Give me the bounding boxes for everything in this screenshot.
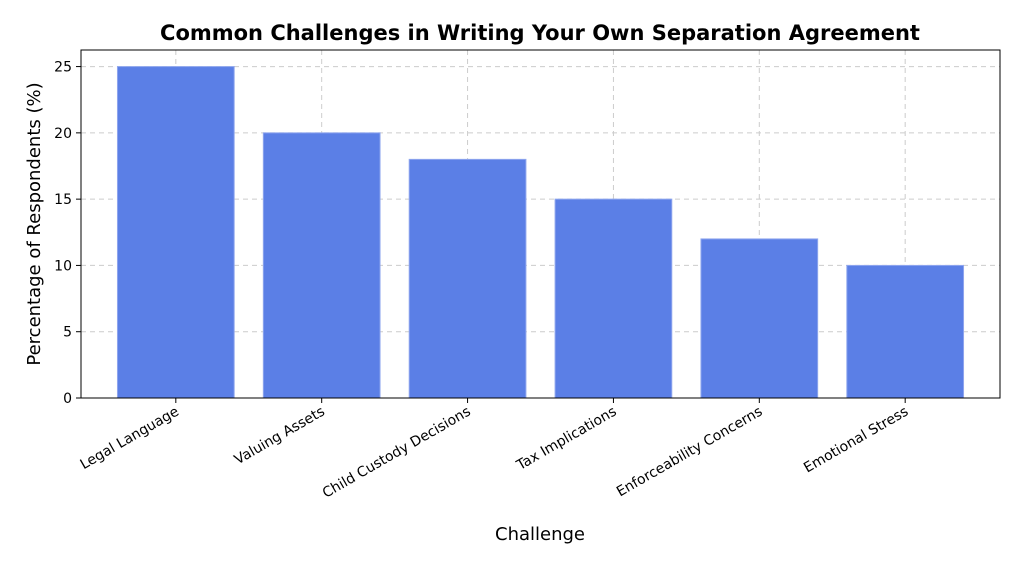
x-tick-label: Child Custody Decisions xyxy=(320,404,474,502)
x-axis-label: Challenge xyxy=(495,524,585,545)
x-tick-label: Valuing Assets xyxy=(232,404,328,469)
x-tick-label: Legal Language xyxy=(78,404,182,473)
bar xyxy=(408,158,527,399)
bar xyxy=(700,238,819,399)
x-tick-label: Enforceability Concerns xyxy=(614,404,765,501)
x-tick-label: Emotional Stress xyxy=(801,404,911,477)
bar xyxy=(554,198,673,399)
y-axis-label: Percentage of Respondents (%) xyxy=(24,82,45,365)
x-tick-label: Tax Implications xyxy=(513,404,619,475)
bar xyxy=(846,264,965,399)
y-tick-label: 25 xyxy=(54,60,72,76)
y-tick-label: 10 xyxy=(54,258,72,274)
chart-title: Common Challenges in Writing Your Own Se… xyxy=(160,21,920,45)
y-tick-label: 5 xyxy=(63,325,72,341)
bar xyxy=(262,132,381,399)
y-tick-label: 0 xyxy=(63,391,72,407)
plot-frame xyxy=(80,49,1001,399)
y-tick-label: 15 xyxy=(54,192,72,208)
bar xyxy=(116,66,235,399)
y-tick-label: 20 xyxy=(54,126,72,142)
